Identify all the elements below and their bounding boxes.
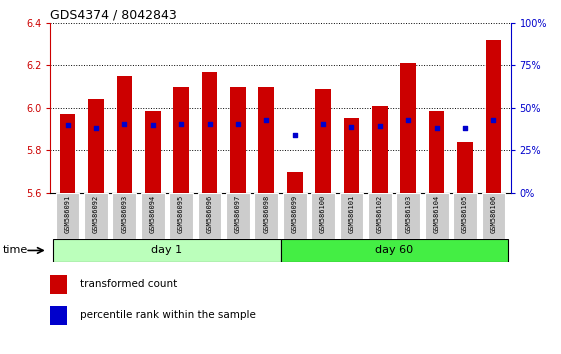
Bar [53,239,280,262]
Bar [254,193,278,239]
Bar [117,76,132,193]
Bar [59,114,75,193]
Text: GSM586099: GSM586099 [292,195,298,233]
Bar [56,193,80,239]
Bar [372,106,388,193]
Bar [283,193,307,239]
Point [120,121,129,127]
Point [177,121,186,127]
Point [63,122,72,128]
Text: day 60: day 60 [375,245,413,256]
Text: GSM586102: GSM586102 [377,195,383,233]
Bar [259,87,274,193]
Bar [145,111,160,193]
Bar [280,239,508,262]
Text: percentile rank within the sample: percentile rank within the sample [80,310,256,320]
Text: GSM586103: GSM586103 [405,195,411,233]
Bar [287,172,302,193]
Bar [481,193,505,239]
Bar [339,193,364,239]
Bar [50,275,67,294]
Point [290,132,299,137]
Point [489,117,498,122]
Point [319,121,328,127]
Point [375,123,384,129]
Bar [401,63,416,193]
Point [262,117,271,122]
Text: GSM586096: GSM586096 [206,195,213,233]
Text: GSM586095: GSM586095 [178,195,184,233]
Bar [141,193,164,239]
Bar [429,111,444,193]
Text: GSM586105: GSM586105 [462,195,468,233]
Bar [486,40,502,193]
Point [347,124,356,130]
Text: time: time [3,245,28,256]
Bar [112,193,136,239]
Text: GSM586094: GSM586094 [150,195,156,233]
Bar [169,193,193,239]
Point [148,122,157,128]
Text: GSM586100: GSM586100 [320,195,326,233]
Bar [397,193,420,239]
Bar [344,118,359,193]
Point [91,125,100,131]
Text: day 1: day 1 [151,245,182,256]
Bar [50,306,67,325]
Bar [173,87,189,193]
Text: transformed count: transformed count [80,279,178,289]
Point [205,121,214,127]
Bar [202,72,217,193]
Bar [425,193,449,239]
Point [432,125,441,131]
Point [461,125,470,131]
Bar [315,89,331,193]
Bar [311,193,335,239]
Text: GSM586092: GSM586092 [93,195,99,233]
Text: GSM586101: GSM586101 [348,195,355,233]
Bar [84,193,108,239]
Bar [88,99,104,193]
Point [404,117,413,122]
Point [233,121,242,127]
Text: GSM586097: GSM586097 [235,195,241,233]
Text: GSM586098: GSM586098 [263,195,269,233]
Text: GSM586106: GSM586106 [490,195,496,233]
Bar [197,193,222,239]
Text: GSM586104: GSM586104 [434,195,440,233]
Bar [453,193,477,239]
Bar [368,193,392,239]
Text: GDS4374 / 8042843: GDS4374 / 8042843 [50,9,177,22]
Bar [457,142,473,193]
Bar [230,87,246,193]
Bar [226,193,250,239]
Text: GSM586093: GSM586093 [121,195,127,233]
Text: GSM586091: GSM586091 [65,195,71,233]
